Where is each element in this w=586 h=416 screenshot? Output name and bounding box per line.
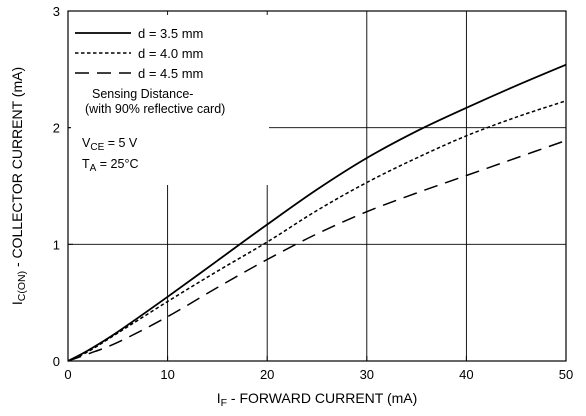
annotation-vce-rest: = 5 V bbox=[104, 136, 138, 150]
x-axis-label-main: I bbox=[217, 390, 221, 406]
y-tick-label: 2 bbox=[53, 121, 60, 136]
series-line-1 bbox=[67, 63, 567, 362]
y-axis-label-sub: C(ON) bbox=[16, 271, 28, 301]
y-tick-label: 0 bbox=[53, 354, 60, 369]
annotation-sensing-distance: Sensing Distance- bbox=[92, 87, 193, 101]
x-axis-label-rest: - FORWARD CURRENT (mA) bbox=[227, 390, 417, 406]
y-tick-label: 3 bbox=[53, 4, 60, 19]
x-tick-label: 10 bbox=[160, 367, 174, 382]
legend: d = 3.5 mm d = 4.0 mm d = 4.5 mm bbox=[75, 26, 203, 81]
legend-label-1: d = 3.5 mm bbox=[138, 26, 203, 41]
legend-label-3: d = 4.5 mm bbox=[138, 66, 203, 81]
annotation-ta-main: T bbox=[82, 157, 90, 171]
annotation-vce: VCE = 5 V bbox=[82, 136, 138, 153]
x-tick-label: 50 bbox=[559, 367, 573, 382]
legend-background bbox=[71, 15, 269, 185]
annotation-ta: TA = 25°C bbox=[82, 157, 139, 174]
x-tick-label: 40 bbox=[459, 367, 473, 382]
plot-frame bbox=[67, 10, 567, 362]
y-axis-label-main: I bbox=[9, 301, 25, 305]
annotation-reflective-card: (with 90% reflective card) bbox=[85, 102, 225, 116]
x-tick-label: 20 bbox=[260, 367, 274, 382]
series-layer bbox=[67, 63, 567, 362]
x-tick-label: 0 bbox=[64, 367, 71, 382]
y-axis-label-rest: - COLLECTOR CURRENT (mA) bbox=[9, 67, 25, 271]
x-tick-label: 30 bbox=[360, 367, 374, 382]
y-axis-label: IC(ON) - COLLECTOR CURRENT (mA) bbox=[9, 67, 28, 305]
x-axis-label: IF - FORWARD CURRENT (mA) bbox=[217, 390, 418, 409]
annotation-ta-sub: A bbox=[90, 163, 97, 174]
series-line-3 bbox=[67, 139, 567, 362]
annotation-vce-sub: CE bbox=[90, 142, 104, 153]
ticks: 0 10 20 30 40 50 0 1 2 3 bbox=[53, 4, 573, 382]
annotation-ta-rest: = 25°C bbox=[96, 157, 138, 171]
x-axis-label-sub: F bbox=[221, 397, 227, 409]
series-line-2 bbox=[67, 100, 567, 362]
y-tick-label: 1 bbox=[53, 237, 60, 252]
legend-label-2: d = 4.0 mm bbox=[138, 46, 203, 61]
annotation-vce-main: V bbox=[82, 136, 91, 150]
